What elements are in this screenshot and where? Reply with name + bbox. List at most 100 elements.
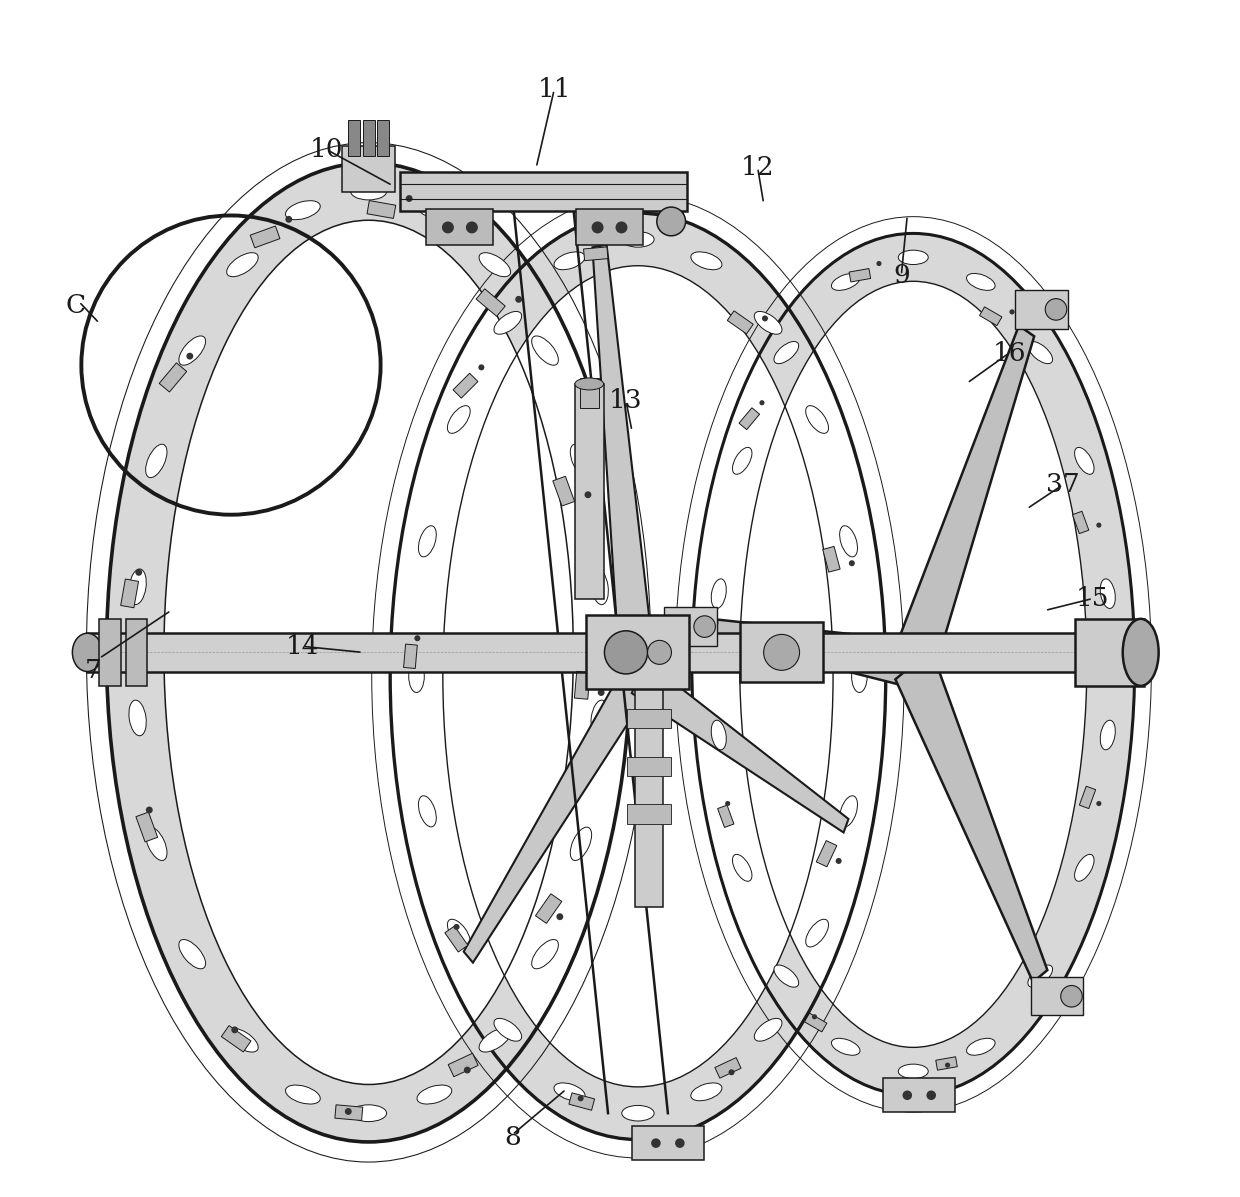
Bar [250, 226, 280, 248]
Ellipse shape [806, 406, 828, 433]
Bar [577, 209, 644, 245]
Bar [536, 894, 562, 923]
Circle shape [405, 195, 413, 202]
Circle shape [466, 221, 477, 233]
Circle shape [1045, 298, 1066, 320]
Ellipse shape [448, 919, 470, 947]
Circle shape [146, 807, 153, 814]
Ellipse shape [1028, 341, 1053, 364]
Circle shape [729, 1069, 734, 1075]
Ellipse shape [409, 661, 424, 692]
Circle shape [414, 636, 420, 642]
Ellipse shape [691, 251, 722, 269]
Ellipse shape [179, 336, 206, 365]
Ellipse shape [591, 700, 609, 736]
Circle shape [591, 221, 604, 233]
Ellipse shape [227, 1028, 258, 1052]
Ellipse shape [712, 721, 727, 749]
Circle shape [812, 1014, 817, 1020]
Ellipse shape [129, 700, 146, 736]
Bar [574, 672, 590, 699]
Circle shape [441, 221, 454, 233]
Bar [714, 1058, 742, 1078]
Ellipse shape [832, 1038, 861, 1056]
Bar [445, 926, 467, 952]
Ellipse shape [351, 1105, 387, 1122]
Ellipse shape [712, 579, 727, 608]
Bar [660, 180, 683, 221]
Text: 14: 14 [286, 634, 320, 658]
Text: 16: 16 [992, 341, 1025, 365]
Circle shape [764, 634, 800, 670]
Ellipse shape [227, 253, 258, 277]
Circle shape [598, 689, 605, 695]
Text: 15: 15 [1076, 587, 1110, 610]
Ellipse shape [72, 633, 102, 672]
Bar [553, 476, 574, 506]
Circle shape [1060, 985, 1083, 1007]
Bar [99, 619, 120, 686]
Circle shape [849, 560, 854, 566]
Bar [125, 619, 148, 686]
Ellipse shape [839, 796, 858, 827]
FancyBboxPatch shape [883, 1078, 955, 1112]
Ellipse shape [145, 827, 167, 861]
Ellipse shape [479, 1028, 511, 1052]
Ellipse shape [1100, 721, 1115, 749]
Polygon shape [464, 663, 650, 962]
Circle shape [877, 261, 882, 266]
Ellipse shape [448, 406, 470, 433]
Text: 9: 9 [893, 263, 910, 287]
Text: 37: 37 [1047, 473, 1080, 497]
Bar [822, 546, 841, 572]
Bar [377, 120, 389, 156]
Ellipse shape [391, 213, 885, 1140]
Text: 11: 11 [537, 78, 570, 102]
Circle shape [945, 1063, 950, 1068]
Ellipse shape [774, 965, 799, 988]
Circle shape [1009, 309, 1014, 315]
Ellipse shape [839, 525, 858, 557]
Ellipse shape [129, 569, 146, 604]
Ellipse shape [1100, 579, 1115, 608]
Circle shape [285, 215, 293, 223]
Bar [584, 247, 608, 261]
Ellipse shape [532, 336, 558, 365]
Bar [739, 408, 760, 430]
Ellipse shape [621, 232, 655, 248]
Ellipse shape [966, 273, 994, 291]
Bar [936, 1057, 957, 1070]
Circle shape [464, 1067, 471, 1074]
FancyBboxPatch shape [632, 1126, 704, 1160]
Circle shape [761, 315, 768, 322]
Polygon shape [715, 620, 915, 687]
Circle shape [694, 615, 715, 637]
Ellipse shape [1122, 619, 1158, 686]
Ellipse shape [575, 378, 604, 390]
Bar [367, 201, 396, 218]
Ellipse shape [1028, 965, 1053, 988]
Bar [120, 579, 139, 608]
Circle shape [725, 801, 730, 806]
Circle shape [186, 353, 193, 359]
Ellipse shape [351, 183, 387, 200]
Polygon shape [894, 326, 1034, 678]
Circle shape [675, 1138, 684, 1148]
Ellipse shape [418, 796, 436, 827]
Ellipse shape [494, 311, 522, 334]
Circle shape [926, 1090, 936, 1100]
Bar [476, 288, 505, 316]
Ellipse shape [443, 266, 833, 1087]
Text: 12: 12 [740, 156, 775, 180]
Ellipse shape [754, 1019, 782, 1041]
Ellipse shape [691, 1083, 722, 1101]
Text: 7: 7 [84, 658, 102, 682]
Circle shape [135, 569, 143, 576]
Circle shape [604, 631, 647, 674]
Bar [579, 378, 599, 408]
Text: C: C [66, 293, 86, 317]
Polygon shape [632, 660, 848, 832]
Circle shape [1096, 801, 1101, 806]
Ellipse shape [285, 1084, 320, 1104]
Bar [1079, 786, 1096, 808]
